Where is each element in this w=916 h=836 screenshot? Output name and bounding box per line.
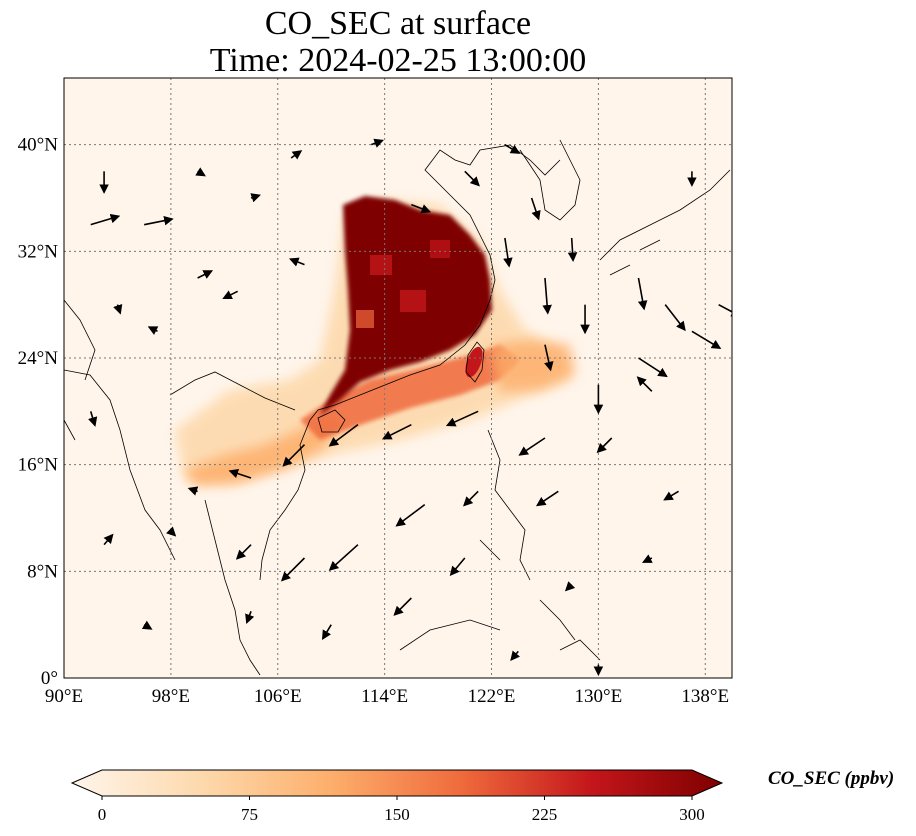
wind-arrow xyxy=(288,257,305,267)
coastline-indochina xyxy=(169,371,296,676)
map-frame xyxy=(63,77,733,679)
colorbar-tick-label: 0 xyxy=(98,805,107,824)
lon-tick-label: 98°E xyxy=(152,686,190,707)
plume-patch xyxy=(370,255,392,275)
colorbar-body xyxy=(70,769,724,797)
wind-arrow xyxy=(535,490,559,507)
coastline-taiwan xyxy=(465,341,485,383)
coastline-borneo xyxy=(399,619,601,661)
colorbar-ticks: 0 75 150 225 300 xyxy=(98,796,705,824)
plot-title-line2: Time: 2024-02-25 13:00:00 xyxy=(209,42,587,79)
coastlines xyxy=(64,139,731,676)
wind-arrow xyxy=(718,303,732,317)
wind-arrow xyxy=(411,203,432,214)
wind-arrow xyxy=(147,326,159,336)
wind-arrow xyxy=(381,423,412,440)
coastline-myanmar xyxy=(64,369,176,561)
coastline-mainland xyxy=(259,144,561,581)
wind-arrow xyxy=(370,138,384,148)
wind-arrow xyxy=(280,557,306,582)
lat-tick-label: 8°N xyxy=(27,561,58,582)
wind-arrow xyxy=(638,357,668,378)
wind-arrow xyxy=(103,533,114,546)
colorbar-tick-label: 300 xyxy=(679,805,705,824)
plot-title-line1: CO_SEC at surface xyxy=(264,5,532,42)
colorbar-label: CO_SEC (ppbv) xyxy=(768,768,895,789)
lat-tick-label: 16°N xyxy=(18,455,59,476)
wind-arrow xyxy=(90,213,121,226)
wind-arrow xyxy=(464,170,480,187)
wind-vectors xyxy=(88,138,732,677)
wind-arrow xyxy=(567,237,578,262)
wind-arrow xyxy=(636,376,653,392)
lat-tick-label: 40°N xyxy=(18,135,59,156)
wind-arrow xyxy=(642,554,653,563)
lon-tick-label: 138°E xyxy=(681,686,729,707)
wind-arrow xyxy=(564,581,576,592)
plume-east-outflow xyxy=(490,340,575,392)
wind-arrow xyxy=(328,424,359,447)
wind-arrow xyxy=(113,303,123,315)
wind-arrow xyxy=(166,526,177,537)
wind-arrow xyxy=(395,504,426,527)
wind-arrow xyxy=(449,557,466,577)
wind-arrow xyxy=(544,344,554,372)
plume-patch xyxy=(356,310,374,328)
lat-tick-label: 32°N xyxy=(18,241,59,262)
wind-arrow xyxy=(250,193,261,203)
lat-tick-label: 0° xyxy=(41,668,58,689)
wind-arrow xyxy=(664,304,686,332)
wind-arrow xyxy=(510,650,521,661)
colorbar-tick-label: 150 xyxy=(384,805,410,824)
wind-arrow xyxy=(445,410,479,427)
wind-arrow xyxy=(637,277,648,311)
wind-arrow xyxy=(663,490,679,501)
wind-arrow xyxy=(504,143,521,154)
wind-arrow xyxy=(222,290,239,300)
wind-arrow xyxy=(518,437,546,456)
wind-arrow xyxy=(197,270,214,279)
wind-arrow xyxy=(321,624,332,641)
plume-coastal-band xyxy=(300,345,520,440)
lon-tick-label: 130°E xyxy=(575,686,623,707)
wind-arrow xyxy=(691,330,722,349)
wind-arrow xyxy=(88,411,98,427)
wind-arrow xyxy=(141,620,153,630)
wind-arrow xyxy=(282,444,306,467)
colorbar: 0 75 150 225 300 xyxy=(70,769,724,824)
wind-arrow xyxy=(245,611,255,625)
wind-arrow xyxy=(393,597,412,616)
plume-patch xyxy=(430,240,450,258)
wind-arrow xyxy=(503,237,513,268)
wind-arrow xyxy=(228,468,252,479)
wind-arrow xyxy=(290,150,303,160)
wind-arrow xyxy=(463,490,479,507)
colorbar-tick-label: 75 xyxy=(241,805,258,824)
axis-ticks: 90°E 98°E 106°E 114°E 122°E 130°E 138°E 0° 8°N 16… xyxy=(18,135,729,707)
coastline-philippines xyxy=(479,429,576,641)
wind-arrow xyxy=(328,544,359,571)
wind-arrow xyxy=(187,486,199,496)
lon-tick-label: 106°E xyxy=(254,686,302,707)
colorbar-tick-label: 225 xyxy=(532,805,558,824)
wind-arrow xyxy=(235,544,252,560)
wind-arrow xyxy=(195,167,206,177)
plume-patch xyxy=(400,290,426,312)
lon-tick-label: 122°E xyxy=(468,686,516,707)
plume-taiwan xyxy=(465,346,483,378)
lon-tick-label: 90°E xyxy=(45,686,83,707)
lat-tick-label: 24°N xyxy=(18,348,59,369)
wind-arrow xyxy=(530,197,541,221)
wind-arrow xyxy=(144,215,174,226)
coastline-hainan xyxy=(317,409,346,433)
coastline-korea xyxy=(519,139,581,221)
coastline-japan xyxy=(599,169,731,276)
wind-arrow xyxy=(542,277,552,315)
gridlines xyxy=(64,78,732,678)
lon-tick-label: 114°E xyxy=(361,686,408,707)
coastline-india xyxy=(64,299,96,441)
wind-arrow xyxy=(596,437,613,454)
